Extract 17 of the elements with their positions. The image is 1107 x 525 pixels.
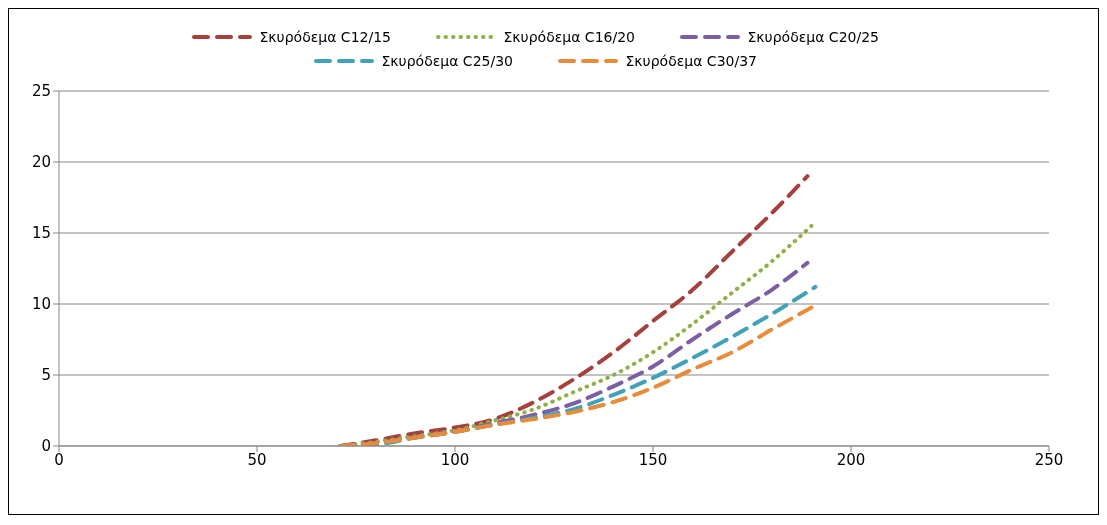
legend-label: Σκυρόδεμα C25/30 bbox=[381, 53, 513, 69]
legend-label: Σκυρόδεμα C30/37 bbox=[625, 53, 757, 69]
legend-label: Σκυρόδεμα C20/25 bbox=[747, 29, 879, 45]
legend-label: Σκυρόδεμα C16/20 bbox=[503, 29, 635, 45]
y-tick-label: 5 bbox=[41, 366, 51, 385]
y-tick-label: 20 bbox=[31, 153, 51, 172]
x-tick-label: 100 bbox=[440, 450, 470, 469]
x-tick-label: 250 bbox=[1034, 450, 1064, 469]
x-tick-label: 0 bbox=[54, 450, 64, 469]
y-tick-label: 15 bbox=[31, 224, 51, 243]
y-tick-label: 10 bbox=[31, 295, 51, 314]
legend-label: Σκυρόδεμα C12/15 bbox=[259, 29, 391, 45]
x-tick-label: 200 bbox=[836, 450, 866, 469]
x-tick-label: 150 bbox=[638, 450, 668, 469]
x-tick-label: 50 bbox=[247, 450, 267, 469]
y-tick-label: 0 bbox=[41, 437, 51, 456]
y-tick-label: 25 bbox=[31, 82, 51, 101]
